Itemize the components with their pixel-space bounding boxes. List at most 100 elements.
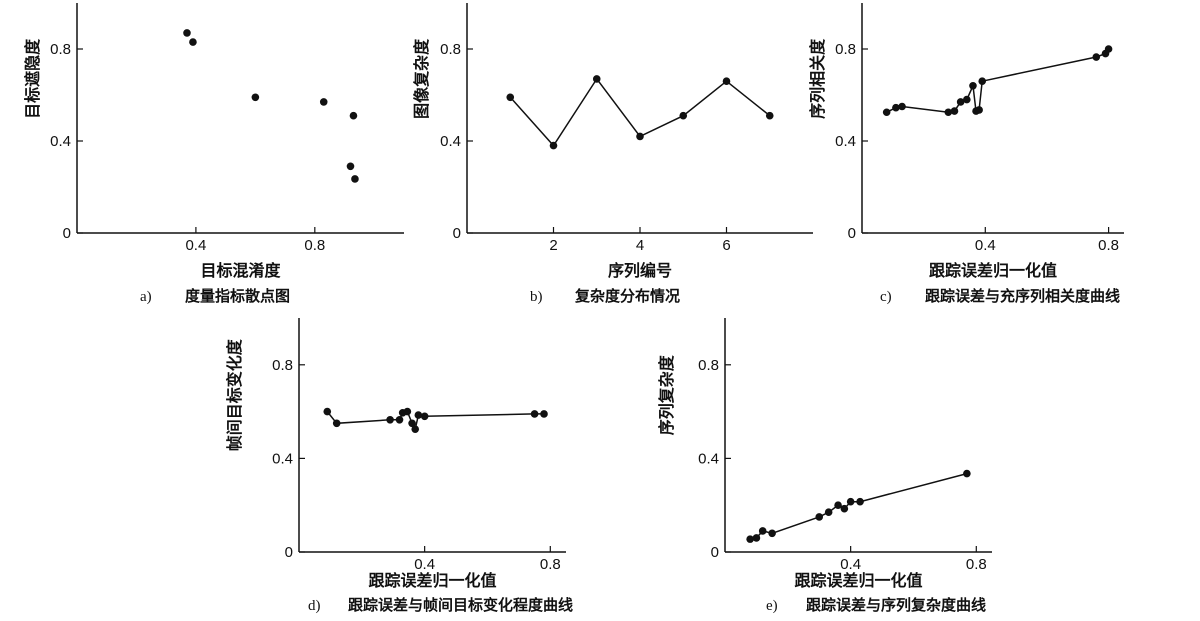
y-tick-label: 0.8 bbox=[272, 357, 293, 374]
data-point bbox=[969, 82, 977, 90]
x-tick-label: 0.4 bbox=[414, 556, 435, 573]
y-tick-label: 0 bbox=[285, 544, 293, 561]
data-point bbox=[408, 419, 416, 428]
chart-d: 0 0.4 0.8 0.4 0.8 跟踪误差归一化值 帧间目标变化度 d) 跟踪误差与帧间目标变… bbox=[225, 318, 573, 614]
data-point bbox=[846, 497, 855, 506]
chart-e: 0 0.4 0.8 0.4 0.8 跟踪误差归一化值 序列复杂度 e) 跟踪误差与序列复杂度曲线 bbox=[657, 318, 992, 614]
data-point bbox=[978, 77, 987, 85]
data-point bbox=[882, 108, 891, 117]
y-tick-label: 0 bbox=[848, 225, 856, 242]
data-point bbox=[183, 29, 191, 37]
data-point bbox=[189, 38, 197, 46]
data-point bbox=[963, 469, 971, 478]
data-point bbox=[746, 535, 754, 543]
x-tick-label: 0.8 bbox=[304, 237, 325, 254]
data-point bbox=[758, 527, 767, 535]
chart-caption: 复杂度分布情况 bbox=[574, 287, 680, 305]
x-tick-label: 2 bbox=[549, 237, 557, 254]
y-tick-label: 0 bbox=[711, 544, 719, 561]
y-axis-label: 序列复杂度 bbox=[657, 354, 676, 435]
y-axis-label: 目标遮隐度 bbox=[23, 38, 42, 119]
y-axis-label: 图像复杂度 bbox=[412, 38, 431, 119]
data-point bbox=[963, 95, 971, 104]
caption-letter: d) bbox=[308, 598, 321, 614]
y-tick-label: 0 bbox=[63, 225, 71, 242]
caption-letter: e) bbox=[766, 598, 778, 614]
data-point bbox=[403, 407, 412, 416]
y-axis-label: 帧间目标变化度 bbox=[225, 338, 244, 451]
y-tick-label: 0.4 bbox=[698, 450, 719, 467]
data-point bbox=[530, 410, 539, 418]
data-point bbox=[332, 419, 341, 428]
data-point bbox=[411, 425, 420, 433]
data-point bbox=[824, 508, 833, 517]
data-point bbox=[768, 529, 776, 538]
data-point bbox=[540, 410, 548, 418]
data-point bbox=[950, 107, 959, 115]
x-tick-label: 0.8 bbox=[1098, 237, 1119, 254]
data-point bbox=[346, 162, 355, 171]
data-point bbox=[840, 504, 849, 513]
chart-caption: 跟踪误差与帧间目标变化程度曲线 bbox=[348, 596, 573, 614]
y-tick-label: 0.4 bbox=[50, 133, 71, 150]
y-tick-label: 0.8 bbox=[835, 41, 856, 58]
chart-b: 0 0.4 0.8 2 4 6 序列编号 图像复杂度 b) 复杂度分布情况 bbox=[412, 3, 813, 305]
x-tick-label: 0.8 bbox=[540, 556, 561, 573]
y-axis-label: 序列相关度 bbox=[808, 38, 827, 119]
data-point bbox=[549, 141, 558, 150]
data-point bbox=[251, 93, 260, 102]
data-point bbox=[420, 412, 429, 421]
data-point bbox=[386, 415, 394, 424]
data-point bbox=[592, 75, 601, 83]
y-tick-label: 0.4 bbox=[440, 133, 461, 150]
chart-caption: 跟踪误差与序列复杂度曲线 bbox=[806, 596, 986, 614]
data-point bbox=[815, 513, 824, 521]
data-point bbox=[944, 108, 953, 117]
x-tick-label: 0.8 bbox=[966, 556, 987, 573]
data-point bbox=[636, 132, 644, 141]
data-point bbox=[323, 407, 332, 416]
x-axis-label: 序列编号 bbox=[608, 261, 672, 280]
caption-letter: c) bbox=[880, 289, 892, 305]
data-point bbox=[319, 98, 328, 106]
data-point bbox=[506, 93, 515, 102]
data-point bbox=[349, 111, 358, 120]
x-axis-label: 跟踪误差归一化值 bbox=[368, 571, 496, 590]
data-point bbox=[892, 103, 900, 112]
x-tick-label: 0.4 bbox=[185, 237, 206, 254]
data-point bbox=[956, 98, 965, 106]
data-point bbox=[834, 501, 842, 510]
chart-a: 0 0.4 0.8 0.4 0.8 目标混淆度 目标遮隐度 a) 度量指标散点图 bbox=[23, 3, 404, 305]
data-point bbox=[414, 411, 423, 419]
data-point bbox=[1092, 53, 1101, 61]
data-point bbox=[395, 415, 404, 424]
data-point bbox=[351, 175, 359, 183]
x-axis-label: 跟踪误差归一化值 bbox=[929, 261, 1057, 280]
caption-letter: a) bbox=[140, 289, 152, 305]
y-tick-label: 0.8 bbox=[50, 41, 71, 58]
x-tick-label: 0.4 bbox=[975, 237, 996, 254]
data-point bbox=[975, 106, 983, 114]
chart-c: 0 0.4 0.8 0.4 0.8 跟踪误差归一化值 序列相关度 c) 跟踪误差与充序列相关度曲… bbox=[808, 3, 1124, 305]
chart-caption: 跟踪误差与充序列相关度曲线 bbox=[925, 287, 1120, 305]
x-tick-label: 0.4 bbox=[840, 556, 861, 573]
data-point bbox=[856, 497, 864, 506]
series-line bbox=[886, 48, 1110, 114]
y-tick-label: 0.4 bbox=[272, 450, 293, 467]
data-point bbox=[898, 102, 906, 111]
series-line bbox=[749, 472, 968, 540]
x-axis-label: 目标混淆度 bbox=[200, 261, 281, 280]
data-point bbox=[1104, 45, 1113, 53]
chart-caption: 度量指标散点图 bbox=[185, 287, 290, 305]
y-tick-label: 0.8 bbox=[698, 357, 719, 374]
data-point bbox=[765, 111, 774, 120]
y-tick-label: 0 bbox=[453, 225, 461, 242]
caption-letter: b) bbox=[530, 289, 543, 305]
data-point bbox=[752, 534, 761, 542]
x-axis-label: 跟踪误差归一化值 bbox=[794, 571, 922, 590]
data-point bbox=[722, 77, 731, 85]
data-point bbox=[679, 111, 688, 120]
y-tick-label: 0.4 bbox=[835, 133, 856, 150]
x-tick-label: 6 bbox=[722, 237, 730, 254]
